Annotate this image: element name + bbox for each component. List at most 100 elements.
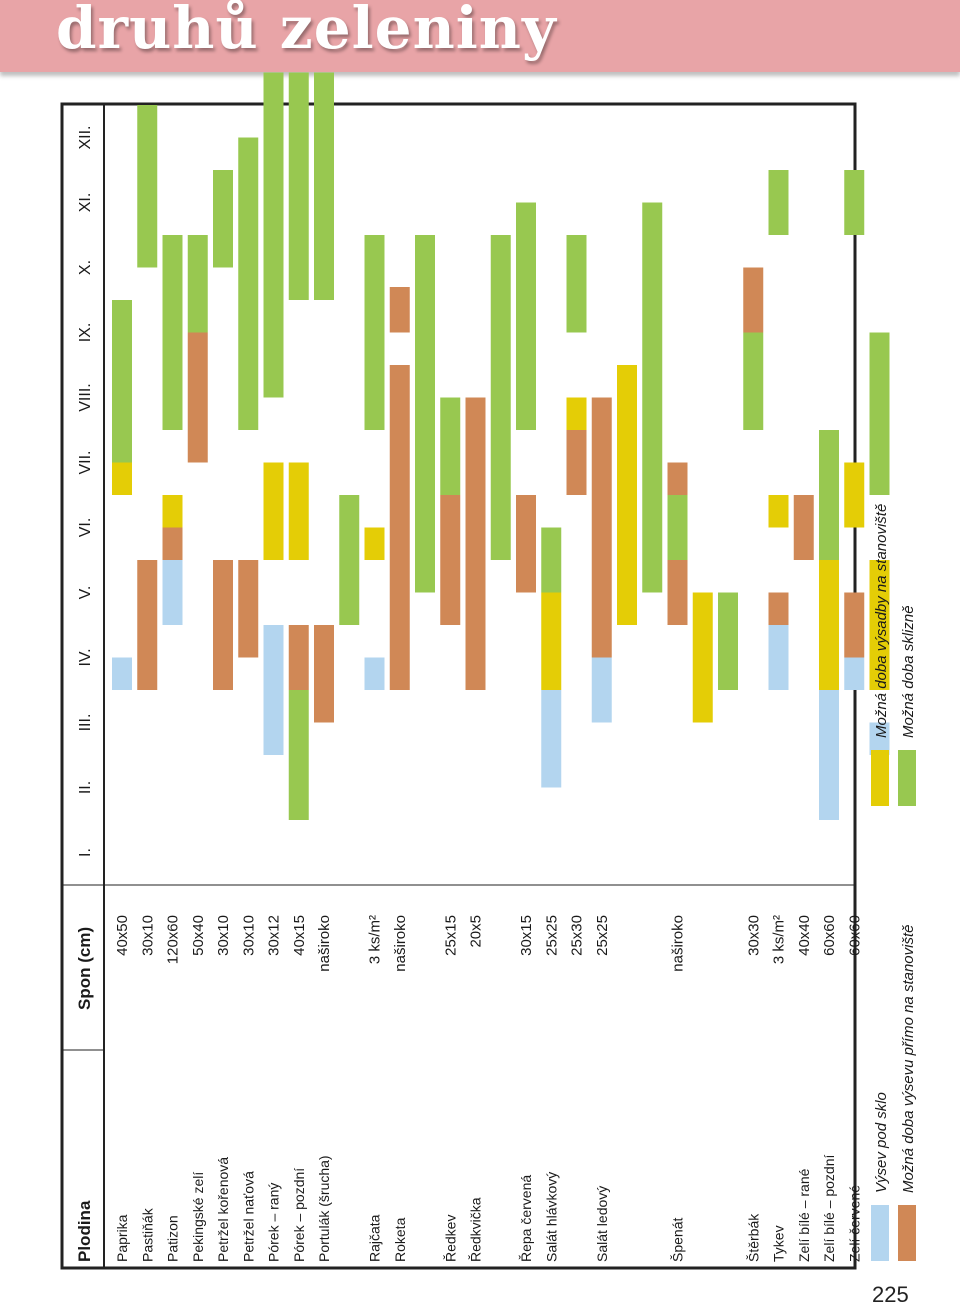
calendar-bar: [364, 657, 385, 690]
calendar-bar: [819, 430, 839, 560]
spacing-label: naširoko: [316, 915, 333, 972]
crop-label: Petržel kořenová: [215, 1157, 231, 1262]
calendar-bar: [667, 495, 688, 560]
crop-label: Patizon: [165, 1215, 181, 1262]
crop-label: Portulák (šrucha): [316, 1155, 332, 1262]
calendar-bar: [516, 495, 536, 593]
calendar-bar: [238, 560, 259, 658]
calendar-bar: [516, 202, 536, 430]
crop-label: Pórek – pozdní: [291, 1168, 307, 1262]
spacing-label: 40x15: [291, 915, 308, 956]
calendar-bar: [566, 430, 587, 495]
legend-label: Výsev pod sklo: [873, 1092, 890, 1193]
month-label: VII.: [77, 450, 94, 474]
crop-label: Petržel naťová: [240, 1171, 256, 1262]
calendar-bar: [768, 170, 789, 235]
calendar-bar: [768, 625, 789, 690]
calendar-bar: [768, 495, 789, 528]
legend-label: Možná doba sklizně: [900, 605, 917, 738]
month-label: III.: [77, 714, 94, 732]
month-label: IV.: [77, 648, 94, 666]
calendar-bar: [819, 560, 839, 690]
month-label: V.: [77, 586, 94, 600]
calendar-bar: [263, 462, 284, 560]
calendar-bar: [238, 137, 259, 430]
calendar-bar: [213, 560, 233, 690]
month-label: X.: [77, 260, 94, 275]
spacing-label: 60x60: [846, 915, 863, 956]
calendar-bar: [541, 690, 562, 788]
month-label: VI.: [77, 518, 94, 538]
crop-label: Řepa červená: [518, 1175, 534, 1262]
calendar-bar: [314, 625, 334, 723]
spacing-label: 30x10: [215, 915, 232, 956]
crop-label: Salát hlávkový: [543, 1172, 559, 1262]
calendar-bar: [869, 560, 890, 690]
calendar-bar: [288, 625, 309, 690]
legend-label: Možná doba výsevu přímo na stanoviště: [900, 925, 917, 1193]
spacing-label: 3 ks/m²: [771, 915, 788, 964]
calendar-bar: [288, 72, 309, 300]
calendar-bar: [162, 560, 183, 625]
calendar-bar: [869, 722, 890, 755]
header-spacing: Spon (cm): [75, 927, 94, 1010]
calendar-bar: [112, 657, 132, 690]
spacing-label: 25x25: [594, 915, 611, 956]
spacing-label: 30x12: [266, 915, 283, 956]
spacing-label: 30x10: [139, 915, 156, 956]
calendar-bar: [112, 462, 132, 495]
calendar-bar: [137, 105, 158, 268]
calendar-bar: [415, 235, 435, 593]
calendar-bar: [541, 592, 562, 690]
legend-swatch: [871, 1205, 889, 1261]
spacing-label: 60x60: [821, 915, 838, 956]
calendar-bar: [162, 527, 183, 560]
calendar-bar: [263, 625, 284, 755]
crop-label: Tykev: [771, 1225, 787, 1262]
crop-label: Rajčata: [367, 1214, 383, 1262]
calendar-bar: [364, 235, 385, 430]
calendar-bar: [591, 657, 612, 723]
calendar-bar: [288, 690, 309, 820]
calendar-bar: [389, 287, 410, 333]
crop-label: Zelí bílé – rané: [796, 1168, 812, 1262]
calendar-bar: [869, 332, 890, 495]
calendar-bar: [490, 235, 511, 560]
calendar-bar: [162, 495, 183, 528]
calendar-bar: [288, 462, 309, 560]
calendar-bar: [692, 592, 713, 723]
month-label: IX.: [77, 323, 94, 343]
calendar-bar: [440, 495, 461, 625]
spacing-label: 40x50: [114, 915, 131, 956]
crop-label: Zelí červené: [846, 1185, 862, 1262]
calendar-bar: [844, 657, 865, 690]
calendar-bar: [187, 332, 208, 463]
calendar-bar: [162, 235, 183, 430]
page-number: 225: [872, 1282, 909, 1307]
spacing-label: 25x25: [543, 915, 560, 956]
spacing-label: 30x30: [745, 915, 762, 956]
crop-label: Ředkvička: [468, 1197, 484, 1262]
crop-label: Ředkev: [442, 1215, 458, 1262]
calendar-bar: [339, 495, 360, 625]
spacing-label: 30x10: [240, 915, 257, 956]
spacing-label: 3 ks/m²: [367, 915, 384, 964]
crop-label: Salát ledový: [594, 1186, 610, 1262]
calendar-bar: [364, 527, 385, 560]
calendar-bar: [566, 235, 587, 333]
crop-label: Špenát: [670, 1218, 686, 1262]
calendar-bar: [137, 560, 158, 690]
spacing-label: 120x60: [165, 915, 182, 964]
calendar-bar: [263, 72, 284, 398]
month-label: XII.: [77, 125, 94, 149]
calendar-bar: [617, 365, 637, 625]
crop-label: Paprika: [114, 1214, 130, 1262]
calendar-bar: [213, 170, 233, 268]
calendar-bar: [793, 495, 814, 560]
calendar-bar: [844, 592, 865, 658]
calendar-bar: [718, 592, 738, 690]
calendar-bar: [541, 527, 562, 593]
crop-label: Štěrbák: [745, 1213, 761, 1262]
calendar-bar: [819, 690, 839, 820]
calendar-bar: [768, 592, 789, 625]
